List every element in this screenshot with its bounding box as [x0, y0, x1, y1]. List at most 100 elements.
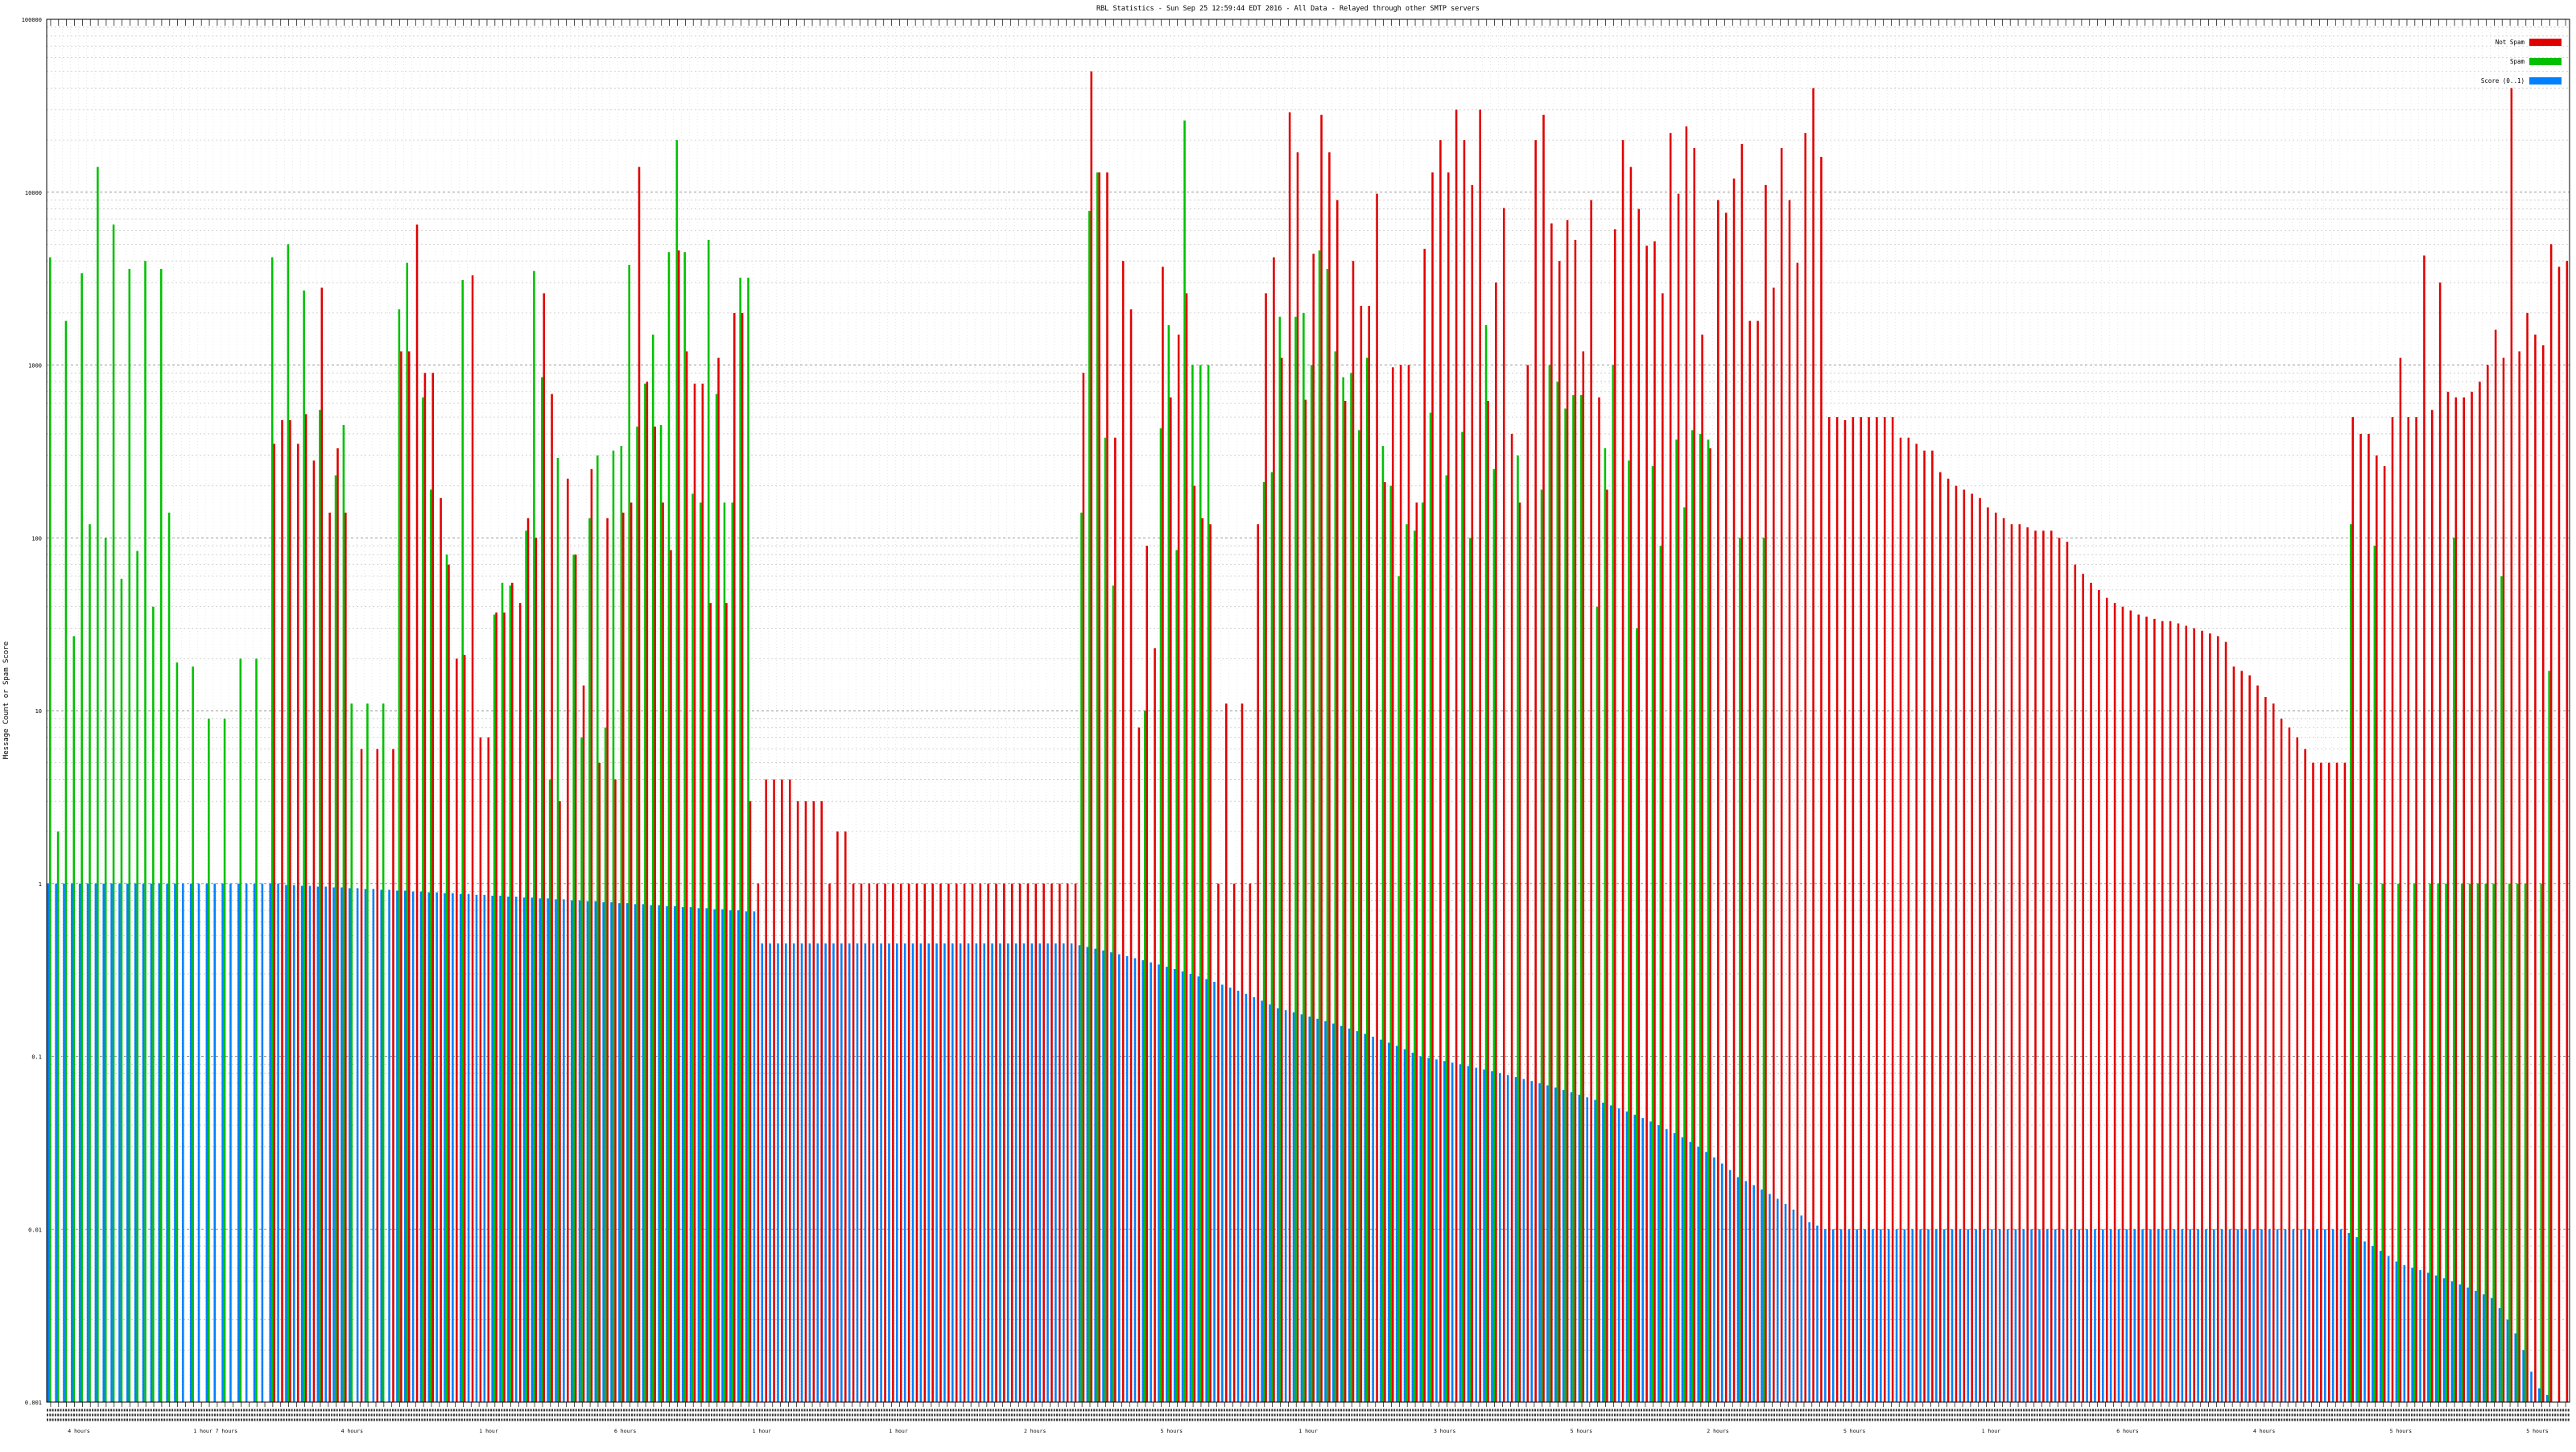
- spam-bar: [604, 727, 607, 1402]
- not-spam-bar: [1621, 140, 1624, 1403]
- score-bar: [63, 883, 65, 1402]
- not-spam-bar: [2359, 433, 2362, 1402]
- score-bar: [1395, 1046, 1398, 1402]
- score-bar: [1752, 1185, 1755, 1402]
- score-bar: [2268, 1229, 2271, 1402]
- spam-bar: [596, 455, 599, 1402]
- score-bar: [388, 889, 390, 1402]
- not-spam-bar: [312, 460, 316, 1402]
- not-spam-bar: [2566, 261, 2569, 1402]
- x-bottom-label: 1 hour 7 hours: [193, 1428, 237, 1434]
- not-spam-bar: [1955, 485, 1958, 1403]
- not-spam-bar: [345, 512, 347, 1402]
- score-bar: [1284, 1010, 1287, 1402]
- spam-bar: [1556, 382, 1559, 1403]
- not-spam-bar: [2383, 466, 2386, 1402]
- not-spam-bar: [471, 275, 474, 1402]
- spam-bar: [1762, 538, 1765, 1402]
- score-bar: [2467, 1287, 2469, 1402]
- spam-bar: [747, 278, 749, 1402]
- score-bar: [55, 883, 57, 1402]
- score-bar: [2498, 1308, 2501, 1402]
- score-bar: [2490, 1297, 2493, 1402]
- spam-bar: [707, 239, 710, 1402]
- not-spam-bar: [543, 293, 546, 1402]
- score-bar: [2022, 1229, 2025, 1402]
- score-bar: [2014, 1229, 2017, 1402]
- not-spam-bar: [1852, 417, 1855, 1402]
- score-bar: [1277, 1008, 1279, 1402]
- not-spam-bar: [1835, 417, 1839, 1402]
- spam-bar: [1159, 428, 1162, 1402]
- score-bar: [1713, 1157, 1715, 1402]
- score-bar: [602, 901, 605, 1402]
- spam-bar: [628, 264, 630, 1403]
- not-spam-bar: [1590, 200, 1592, 1402]
- score-bar: [1125, 955, 1129, 1402]
- score-bar: [1094, 948, 1096, 1402]
- not-spam-bar: [1923, 450, 1926, 1402]
- score-bar: [436, 892, 438, 1402]
- spam-bar: [2413, 883, 2416, 1402]
- not-spam-bar: [614, 779, 617, 1402]
- score-bar: [2165, 1229, 2168, 1402]
- not-spam-bar: [2462, 397, 2466, 1402]
- score-bar: [2403, 1264, 2406, 1402]
- spam-bar: [1183, 120, 1186, 1402]
- not-spam-bar: [1868, 417, 1870, 1402]
- score-bar: [467, 893, 470, 1402]
- not-spam-bar: [2137, 614, 2140, 1402]
- spam-bar: [683, 252, 686, 1402]
- score-bar: [2133, 1229, 2136, 1402]
- score-bar: [737, 910, 740, 1402]
- not-spam-bar: [296, 443, 299, 1402]
- not-spam-bar: [448, 564, 450, 1403]
- not-spam-bar: [2129, 610, 2132, 1402]
- not-spam-bar: [360, 749, 363, 1402]
- not-spam-bar: [741, 312, 744, 1403]
- score-bar: [142, 883, 145, 1402]
- spam-bar: [159, 269, 163, 1402]
- score-bar: [864, 943, 867, 1402]
- spam-bar: [1302, 312, 1305, 1403]
- spam-bar: [659, 424, 663, 1402]
- score-bar: [1046, 943, 1049, 1402]
- not-spam-bar: [1217, 883, 1220, 1402]
- x-bottom-label: 6 hours: [614, 1428, 636, 1434]
- score-bar: [2205, 1229, 2207, 1402]
- score-bar: [2363, 1241, 2366, 1402]
- not-spam-bar: [749, 801, 752, 1402]
- score-bar: [2355, 1237, 2358, 1402]
- not-spam-bar: [1709, 448, 1711, 1402]
- spam-bar: [2381, 883, 2384, 1402]
- score-bar: [1086, 947, 1089, 1402]
- score-bar: [2125, 1229, 2128, 1402]
- not-spam-bar: [2304, 749, 2306, 1402]
- score-bar: [1935, 1229, 1938, 1402]
- spam-bar: [1270, 472, 1274, 1402]
- x-bottom-label: 5 hours: [1161, 1428, 1183, 1434]
- score-bar: [1070, 943, 1073, 1402]
- score-bar: [1705, 1152, 1707, 1402]
- not-spam-bar: [1542, 114, 1545, 1403]
- not-spam-bar: [1987, 507, 1989, 1403]
- not-spam-bar: [518, 603, 522, 1402]
- spam-bar: [167, 512, 171, 1402]
- score-bar: [642, 904, 645, 1402]
- score-bar: [832, 943, 835, 1402]
- not-spam-bar: [1201, 518, 1204, 1402]
- spam-bar: [48, 257, 52, 1402]
- score-bar: [856, 943, 859, 1402]
- score-bar: [1769, 1194, 1771, 1402]
- score-bar: [808, 943, 811, 1402]
- not-spam-bar: [392, 749, 394, 1402]
- score-bar: [1102, 950, 1104, 1402]
- score-bar: [2276, 1229, 2279, 1402]
- not-spam-bar: [685, 351, 688, 1402]
- score-bar: [761, 943, 764, 1402]
- not-spam-bar: [289, 419, 291, 1403]
- not-spam-bar: [892, 883, 894, 1402]
- spam-bar: [1612, 365, 1615, 1402]
- not-spam-bar: [503, 612, 506, 1402]
- score-bar: [1324, 1021, 1327, 1402]
